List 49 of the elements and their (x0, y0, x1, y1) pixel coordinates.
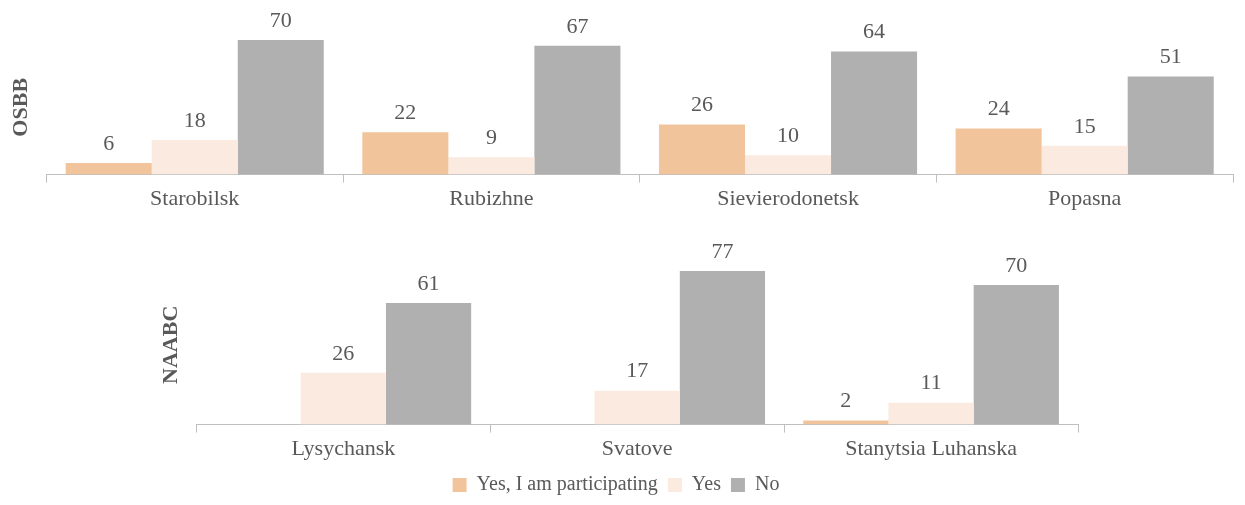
data-label: 26 (332, 339, 355, 365)
data-label: 11 (920, 369, 942, 395)
data-label: 15 (1073, 112, 1096, 138)
bar (1127, 76, 1214, 175)
data-label: 6 (103, 129, 115, 155)
data-label: 64 (863, 18, 886, 44)
data-label: 24 (987, 95, 1010, 121)
data-label: 18 (183, 106, 206, 132)
bar (831, 51, 918, 175)
data-label: 70 (269, 6, 292, 32)
data-label: 77 (711, 237, 734, 263)
bar (237, 40, 324, 175)
bar (973, 284, 1059, 425)
bar (300, 372, 386, 425)
legend-label: No (754, 472, 780, 495)
x-tick-label: Starobilsk (150, 184, 240, 210)
data-label: 2 (840, 387, 852, 413)
bar (65, 163, 152, 175)
x-tick-label: Svatove (601, 434, 673, 460)
legend-label: Yes, I am participating (476, 472, 658, 496)
bar (362, 132, 449, 175)
data-label: 10 (777, 122, 800, 148)
y-axis-title: NAABC (156, 305, 182, 384)
bar (594, 390, 680, 425)
data-label: 51 (1159, 43, 1182, 69)
bar (385, 302, 472, 425)
bar (1041, 145, 1128, 175)
bar (888, 402, 974, 425)
data-label: 17 (626, 357, 649, 383)
x-tick-label: Lysychansk (291, 434, 396, 460)
legend-label: Yes (691, 472, 722, 495)
x-tick-label: Popasna (1048, 184, 1122, 210)
x-tick-label: Sievierodonetsk (717, 184, 859, 210)
bar (448, 157, 535, 175)
bar (955, 128, 1042, 175)
bar (679, 270, 766, 425)
bar (658, 124, 746, 175)
bar (745, 155, 832, 175)
data-label: 22 (394, 99, 417, 125)
bar (151, 139, 238, 175)
data-label: 26 (691, 91, 713, 117)
x-tick-label: Rubizhne (449, 184, 534, 210)
data-label: 70 (1005, 251, 1028, 277)
x-tick-label: Stanytsia Luhanska (845, 434, 1018, 460)
data-label: 67 (566, 12, 589, 38)
y-axis-title: OSBB (6, 77, 32, 137)
data-label: 61 (417, 269, 440, 295)
bar (534, 45, 621, 175)
data-label: 9 (485, 124, 497, 150)
